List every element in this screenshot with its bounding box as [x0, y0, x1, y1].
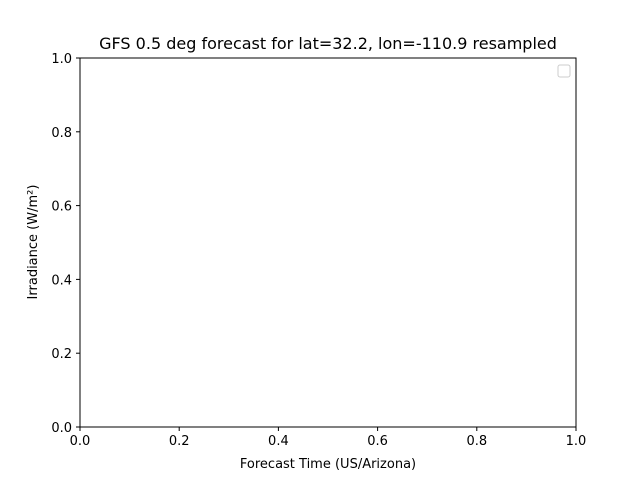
y-tick-label: 0.8 [51, 126, 72, 141]
y-tick-label: 0.2 [51, 347, 72, 362]
y-tick-label: 0.0 [51, 421, 72, 436]
y-axis: 0.0 0.2 0.4 0.6 0.8 1.0 [51, 52, 80, 436]
plot-area [79, 57, 577, 428]
y-tick-label: 0.4 [51, 273, 72, 288]
x-axis-label: Forecast Time (US/Arizona) [240, 457, 416, 472]
x-tick-label: 0.8 [466, 434, 487, 449]
chart-title: GFS 0.5 deg forecast for lat=32.2, lon=-… [99, 34, 557, 53]
y-tick-label: 1.0 [51, 52, 72, 67]
x-tick-label: 1.0 [566, 434, 587, 449]
x-tick-label: 0.2 [169, 434, 190, 449]
x-tick-label: 0.0 [70, 434, 91, 449]
y-tick-label: 0.6 [51, 200, 72, 215]
x-tick-label: 0.6 [367, 434, 388, 449]
x-tick-label: 0.4 [268, 434, 289, 449]
x-axis: 0.0 0.2 0.4 0.6 0.8 1.0 [70, 427, 587, 449]
y-axis-label: Irradiance (W/m²) [26, 185, 41, 300]
legend-box [557, 64, 571, 78]
legend [557, 64, 571, 78]
